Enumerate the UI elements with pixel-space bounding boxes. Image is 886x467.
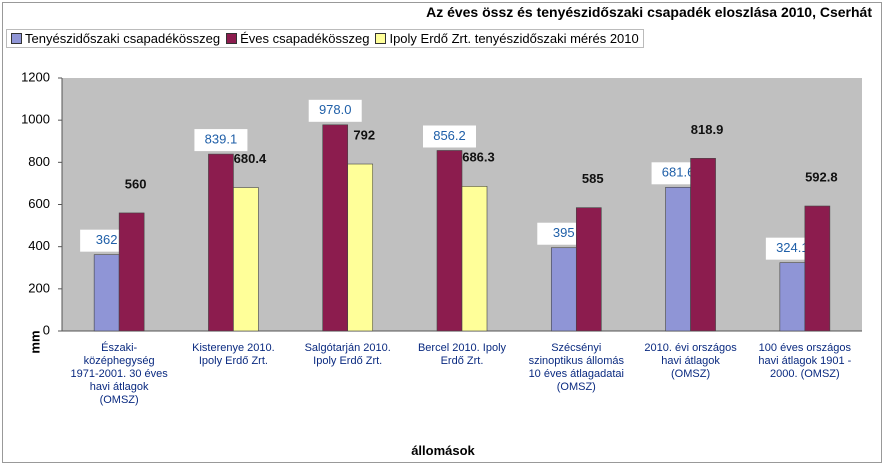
value-label: 395 bbox=[553, 225, 575, 240]
legend: Tenyészidőszaki csapadékösszeg Éves csapa… bbox=[6, 29, 644, 48]
value-label: 792 bbox=[353, 127, 375, 142]
y-tick-label: 1000 bbox=[21, 112, 50, 127]
x-axis-title: állomások bbox=[411, 443, 475, 458]
bar bbox=[461, 186, 488, 332]
legend-label: Ipoly Erdő Zrt. tenyészidőszaki mérés 20… bbox=[389, 31, 639, 46]
y-tick-label: 200 bbox=[28, 280, 50, 295]
value-label: 818.9 bbox=[691, 122, 724, 137]
y-tick-label: 1200 bbox=[21, 69, 50, 84]
x-tick-label: Bercel 2010. Ipoly Erdő Zrt. bbox=[417, 342, 507, 367]
bar bbox=[690, 158, 716, 332]
legend-label: Tenyészidőszaki csapadékösszeg bbox=[25, 31, 221, 46]
x-tick-label: 2010. évi országos havi átlagok (OMSZ) bbox=[644, 342, 737, 380]
value-label: 680.4 bbox=[234, 151, 267, 166]
legend-item: Tenyészidőszaki csapadékösszeg bbox=[11, 31, 220, 46]
bar bbox=[93, 254, 120, 332]
x-tick-label: Szécsényi szinoptikus állomás 10 éves át… bbox=[528, 342, 624, 393]
value-label: 839.1 bbox=[205, 132, 238, 147]
value-label: 324.1 bbox=[776, 240, 809, 255]
legend-swatch bbox=[11, 33, 22, 44]
value-label: 856.2 bbox=[433, 128, 466, 143]
chart-title: Az éves össz és tenyészidőszaki csapadék… bbox=[426, 4, 872, 20]
value-label: 585 bbox=[582, 171, 604, 186]
value-label: 362 bbox=[96, 232, 118, 247]
value-label: 978.0 bbox=[319, 102, 352, 117]
value-label-box bbox=[308, 99, 362, 122]
bar bbox=[347, 163, 374, 332]
x-tick-label: Északi-középhegység 1971-2001. 30 éves h… bbox=[70, 342, 168, 406]
legend-swatch bbox=[375, 33, 387, 44]
y-tick-label: 400 bbox=[28, 238, 50, 253]
bar bbox=[665, 186, 691, 332]
bar bbox=[118, 212, 145, 332]
bar bbox=[233, 187, 259, 332]
value-label: 560 bbox=[125, 176, 147, 191]
legend-label: Éves csapadékösszeg bbox=[240, 31, 370, 46]
y-tick-label: 800 bbox=[28, 154, 50, 169]
bar bbox=[436, 150, 463, 332]
x-tick-label: Kisterenye 2010. Ipoly Erdő Zrt. bbox=[192, 342, 275, 367]
value-label: 592.8 bbox=[805, 169, 838, 184]
legend-swatch bbox=[226, 33, 238, 44]
y-axis-title: mm bbox=[27, 330, 42, 353]
value-label: 686.3 bbox=[462, 150, 495, 165]
value-label: 681.6 bbox=[662, 165, 695, 180]
bar bbox=[575, 207, 602, 332]
y-tick-label: 0 bbox=[43, 322, 50, 337]
bar bbox=[779, 262, 806, 332]
bar bbox=[804, 205, 831, 332]
bar bbox=[550, 247, 577, 332]
value-label-box bbox=[423, 125, 476, 148]
y-tick-label: 600 bbox=[28, 196, 50, 211]
value-label-box bbox=[194, 129, 248, 152]
legend-item: Éves csapadékösszeg bbox=[226, 31, 369, 46]
x-tick-label: Salgótarján 2010. Ipoly Erdő Zrt. bbox=[304, 342, 391, 367]
bar bbox=[208, 153, 234, 332]
x-tick-label: 100 éves országos havi átlagok 1901 - 20… bbox=[758, 342, 852, 380]
legend-item: Ipoly Erdő Zrt. tenyészidőszaki mérés 20… bbox=[375, 31, 639, 46]
bar bbox=[322, 124, 349, 332]
